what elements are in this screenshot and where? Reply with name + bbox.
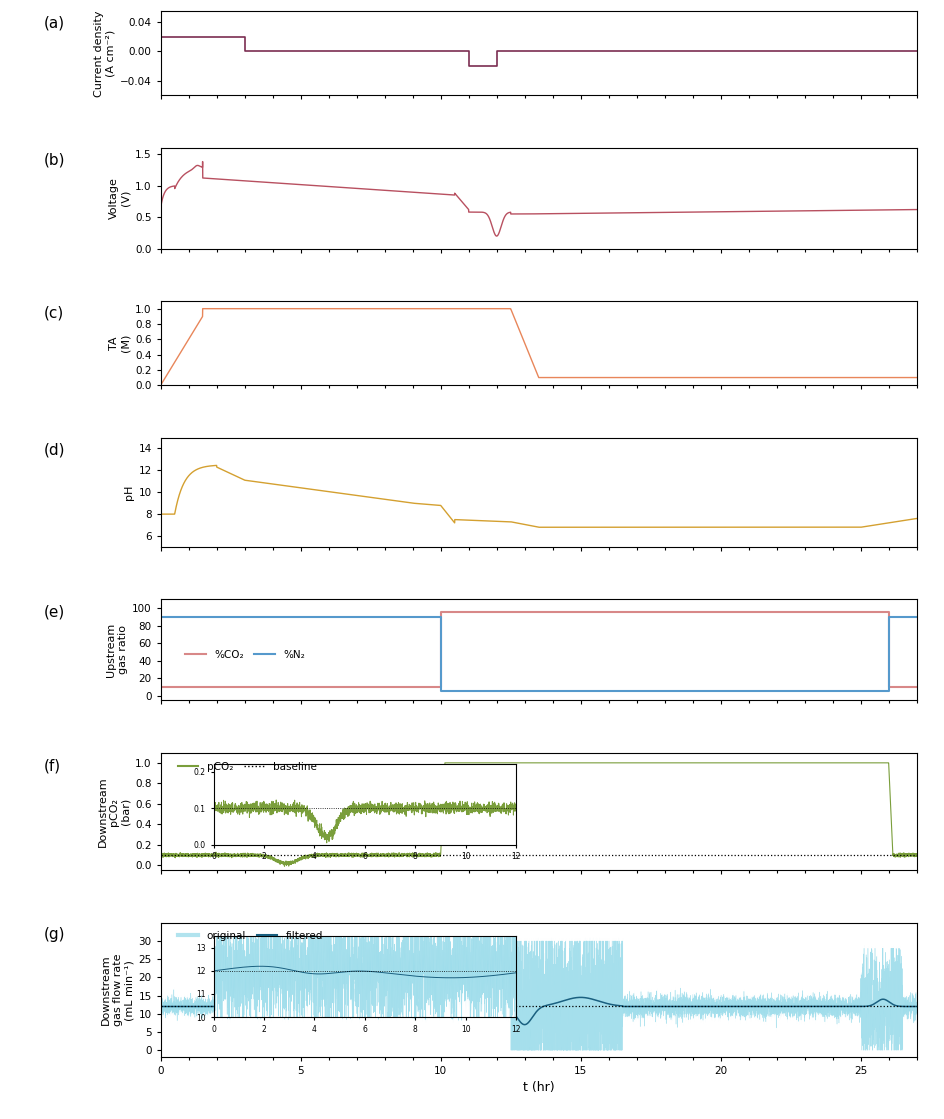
- Text: (g): (g): [43, 927, 65, 942]
- X-axis label: t (hr): t (hr): [522, 1081, 554, 1093]
- Y-axis label: Upstream
gas ratio: Upstream gas ratio: [106, 622, 127, 677]
- Y-axis label: pH: pH: [124, 485, 134, 500]
- Y-axis label: Voltage
(V): Voltage (V): [110, 177, 130, 219]
- Legend: original, filtered: original, filtered: [174, 927, 327, 944]
- Legend: %CO₂, %N₂: %CO₂, %N₂: [181, 646, 309, 664]
- Text: (f): (f): [43, 759, 60, 773]
- Text: (e): (e): [43, 604, 64, 619]
- Legend: pCO₂, baseline: pCO₂, baseline: [174, 758, 320, 777]
- Y-axis label: Downstream
pCO₂
(bar): Downstream pCO₂ (bar): [97, 777, 131, 847]
- Y-axis label: TA
(M): TA (M): [110, 333, 131, 352]
- Y-axis label: Downstream
gas flow rate
(mL min⁻¹): Downstream gas flow rate (mL min⁻¹): [101, 953, 134, 1026]
- Y-axis label: Current density
(A cm⁻²): Current density (A cm⁻²): [94, 10, 115, 96]
- Text: (c): (c): [43, 305, 63, 320]
- Text: (b): (b): [43, 152, 65, 168]
- Text: (d): (d): [43, 443, 65, 458]
- Text: (a): (a): [43, 16, 64, 30]
